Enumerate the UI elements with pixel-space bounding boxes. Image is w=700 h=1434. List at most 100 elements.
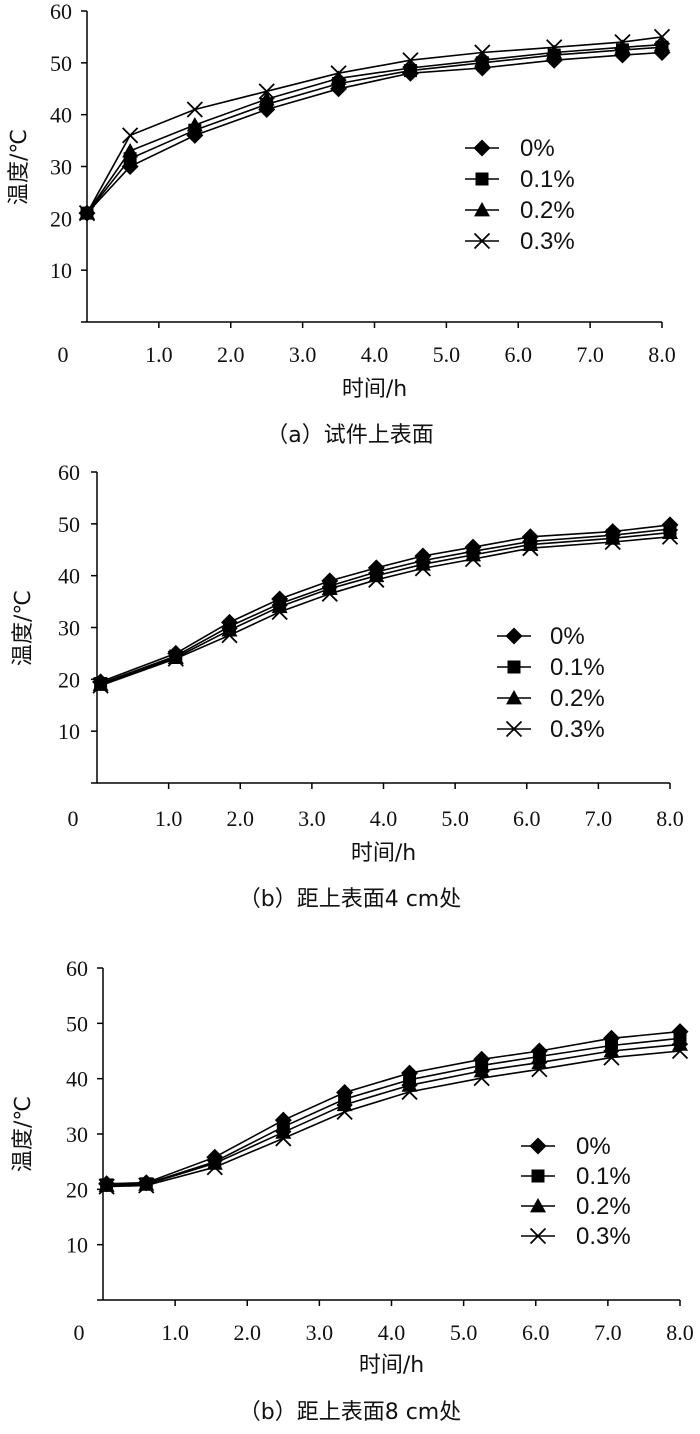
y-tick-label: 20 (50, 206, 72, 231)
legend-label: 0% (520, 135, 555, 162)
legend-item: 0.2% (497, 685, 605, 712)
legend-item: 0.3% (465, 228, 575, 255)
x-marker-stroke (221, 627, 238, 644)
series-line (106, 1030, 681, 1185)
x-tick-label: 2.0 (227, 806, 255, 831)
x-tick-label: 4.0 (361, 342, 389, 367)
series-0.3% (78, 28, 671, 222)
y-axis-label: 温度/℃ (7, 129, 32, 205)
triangle-marker (138, 1176, 155, 1191)
x-tick-label: 2.0 (234, 1320, 262, 1345)
y-tick-label: 10 (58, 719, 80, 744)
x-tick-label: 8.0 (666, 1320, 694, 1345)
legend: 0% 0.1% 0.2% 0.3% (497, 623, 605, 743)
x-marker-stroke (401, 1083, 418, 1101)
x-marker-stroke (206, 1159, 223, 1176)
legend-item: 0.3% (521, 1223, 631, 1250)
series-0.3% (92, 528, 679, 694)
x-axis-label: 时间/h (359, 1353, 424, 1378)
x-marker-stroke (167, 650, 184, 667)
series-0.1% (80, 40, 669, 220)
legend-x-marker (529, 1227, 547, 1245)
x-marker (604, 533, 621, 551)
x-marker-stroke (522, 540, 539, 557)
legend-item: 0% (521, 1133, 611, 1160)
x-marker (258, 83, 275, 100)
x-marker (138, 1177, 155, 1194)
x-axis-label: 时间/h (351, 841, 416, 866)
x-marker (186, 101, 203, 118)
legend-item: 0% (465, 135, 555, 162)
x-tick-label: 6.0 (505, 342, 533, 367)
x-tick-label: 6.0 (522, 1320, 550, 1345)
series-line (106, 1037, 681, 1186)
series-0% (78, 43, 671, 222)
legend-item: 0.2% (465, 197, 575, 224)
legend-diamond-marker (473, 139, 491, 157)
y-tick-label: 50 (58, 512, 80, 537)
series-0.3% (98, 1042, 689, 1195)
x-marker (653, 28, 671, 46)
x-tick-label: 2.0 (217, 342, 245, 367)
x-marker-stroke (474, 44, 491, 61)
legend-diamond-marker (505, 627, 523, 645)
legend-x-marker (473, 232, 491, 250)
legend-label: 0.3% (520, 228, 575, 255)
x-marker-stroke (258, 83, 275, 100)
x-marker (368, 571, 385, 588)
x-marker-stroke (402, 52, 419, 69)
x-tick-label: 1.0 (155, 806, 183, 831)
x-tick-label: 7.0 (585, 806, 613, 831)
x-marker (271, 603, 288, 621)
legend-label: 0.1% (520, 166, 575, 193)
triangle-marker (258, 91, 275, 106)
legend-label: 0.3% (576, 1223, 631, 1250)
legend-item: 0% (497, 623, 585, 650)
x-marker (546, 39, 563, 56)
x-marker-stroke (671, 1042, 689, 1060)
triangle-marker (546, 44, 563, 59)
x-marker-stroke (368, 571, 385, 588)
x-tick-label: 7.0 (576, 342, 604, 367)
x-marker (321, 585, 338, 602)
y-tick-label: 40 (66, 1067, 88, 1092)
series-line (106, 1043, 681, 1187)
y-tick-label: 50 (50, 51, 72, 76)
legend-item: 0.1% (465, 166, 575, 193)
legend-item: 0.3% (497, 716, 605, 743)
x-marker (661, 528, 679, 545)
legend-triangle-marker (474, 202, 490, 217)
x-marker (275, 1130, 292, 1147)
x-marker-stroke (336, 1103, 353, 1121)
y-axis-label: 温度/℃ (11, 590, 36, 666)
x-marker (402, 52, 419, 69)
x-tick-label: 7.0 (594, 1320, 622, 1345)
triangle-marker (92, 676, 109, 691)
legend-triangle-marker (506, 690, 522, 705)
series-line (106, 1050, 681, 1188)
panel-caption: （a）试件上表面 (266, 423, 433, 448)
triangle-marker (654, 36, 670, 52)
x-marker (671, 1042, 689, 1060)
x-marker (336, 1103, 353, 1121)
y-tick-label: 20 (66, 1177, 88, 1202)
x-marker (92, 677, 109, 694)
x-marker-stroke (78, 205, 96, 222)
x-marker-stroke (614, 33, 631, 51)
triangle-marker (402, 60, 419, 75)
panel-caption: （b）距上表面4 cm处 (239, 887, 461, 912)
legend-square-marker (475, 172, 489, 186)
x-marker-stroke (546, 39, 563, 56)
legend-label: 0.2% (550, 685, 605, 712)
legend-item: 0.1% (497, 654, 605, 681)
legend-label: 0.1% (550, 654, 605, 681)
x-marker (464, 550, 482, 568)
x-tick-label: 3.0 (289, 342, 317, 367)
x-tick-label: 0 (74, 1320, 85, 1345)
y-tick-label: 60 (66, 956, 88, 981)
x-marker (474, 44, 491, 61)
x-marker-stroke (186, 101, 203, 118)
y-tick-label: 10 (50, 258, 72, 283)
x-marker-stroke (529, 1227, 547, 1245)
y-tick-label: 50 (66, 1011, 88, 1036)
